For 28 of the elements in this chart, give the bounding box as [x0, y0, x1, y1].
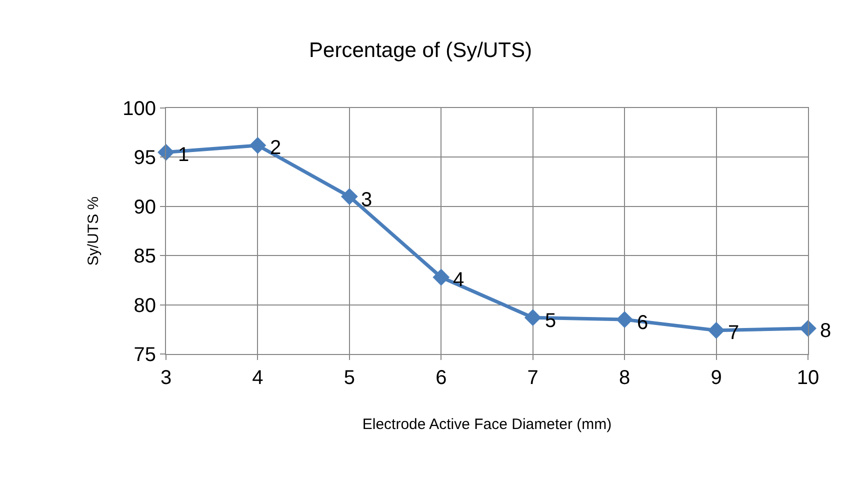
point [800, 320, 816, 337]
point [340, 188, 358, 206]
point [249, 136, 266, 154]
x-tick-label: 4 [252, 367, 264, 389]
x-tick-label: 10 [796, 367, 820, 389]
x-axis-title: Electrode Active Face Diameter (mm) [362, 416, 612, 433]
y-tick-label: 90 [134, 196, 156, 218]
point [616, 311, 634, 328]
y-tick-label: 95 [134, 147, 156, 170]
point [524, 309, 542, 326]
y-tick-label: 100 [122, 98, 156, 120]
y-tick-label: 80 [134, 294, 156, 317]
point [158, 144, 174, 161]
chart-title: Percentage of (Sy/UTS) [309, 38, 532, 62]
x-tick-label: 5 [344, 367, 355, 389]
x-tick-label: 8 [619, 367, 630, 389]
x-tick-label: 6 [436, 367, 447, 389]
x-tick-label: 7 [527, 367, 538, 389]
y-tick-label: 75 [134, 344, 156, 366]
annotation: 2 [270, 137, 282, 159]
x-tick-label: 3 [160, 367, 172, 389]
point [432, 268, 450, 286]
annotation: 8 [820, 320, 832, 342]
x-tick-label: 9 [710, 367, 722, 389]
annotation: 3 [361, 189, 372, 211]
y-tick-label: 85 [134, 246, 156, 268]
point [708, 322, 725, 339]
y-axis-title: Sy/UTS % [84, 196, 102, 266]
